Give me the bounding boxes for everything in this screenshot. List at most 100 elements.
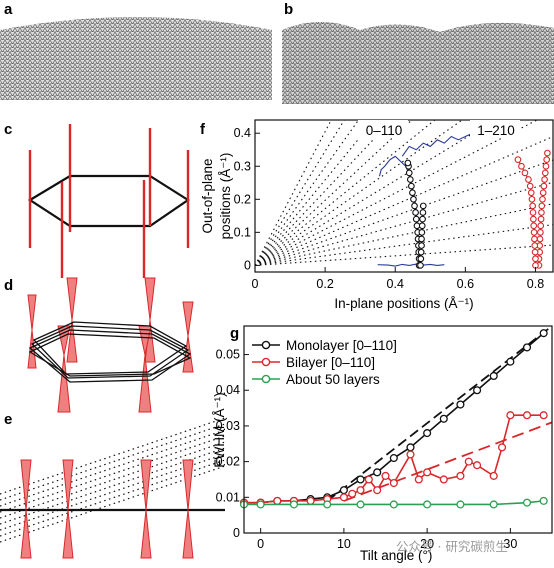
g-point-0-10 xyxy=(406,443,415,452)
f-point-4-6 xyxy=(418,222,426,230)
g-point-1-8 xyxy=(356,486,365,495)
g-point-2-9 xyxy=(522,498,532,507)
g-point-1-10 xyxy=(373,486,382,495)
panel-d-diagram xyxy=(27,277,194,413)
g-point-0-15 xyxy=(489,371,498,381)
f-y-tick-2: 0.2 xyxy=(234,192,251,206)
f-series-line-0 xyxy=(377,263,445,267)
f-point-5-5 xyxy=(537,228,544,236)
f-point-6-16 xyxy=(514,156,522,164)
f-point-5-15 xyxy=(542,162,550,170)
f-point-3-7 xyxy=(412,215,420,223)
g-x-tick-1: 10 xyxy=(337,537,351,551)
f-point-3-9 xyxy=(411,202,418,210)
f-x-ticks: 0 0.2 0.4 0.6 0.8 xyxy=(252,267,544,291)
f-point-6-3 xyxy=(531,242,539,249)
panel-f-chart: 0 0.2 0.4 0.6 0.8 0 0.1 0.2 0.3 0.4 In-plane pos… xyxy=(200,119,554,311)
g-point-2-2 xyxy=(289,500,298,509)
g-point-2-1 xyxy=(256,500,265,509)
f-point-6-10 xyxy=(528,195,536,203)
f-point-6-5 xyxy=(530,228,538,236)
f-point-4-8 xyxy=(419,209,427,216)
g-point-0-12 xyxy=(439,414,448,423)
panel-label-f: f xyxy=(200,121,206,138)
f-y-tick-0: 0 xyxy=(244,258,251,272)
g-y-ticks: 0 0.01 0.02 0.03 0.04 0.05 xyxy=(216,348,249,540)
f-point-3-10 xyxy=(410,195,417,203)
g-point-2-7 xyxy=(456,500,465,509)
g-point-0-13 xyxy=(456,400,465,409)
f-point-4-0 xyxy=(417,262,424,269)
f-point-5-13 xyxy=(541,176,548,183)
g-point-0-14 xyxy=(473,386,482,395)
panel-c-diagram xyxy=(27,124,191,278)
g-point-1-4 xyxy=(306,496,315,505)
g-y-tick-3: 0.03 xyxy=(216,419,240,433)
g-point-1-21 xyxy=(498,443,507,452)
g-series xyxy=(239,325,553,509)
panel-e-diagram xyxy=(0,417,226,559)
g-point-1-14 xyxy=(414,475,423,484)
g-point-1-2 xyxy=(273,496,282,505)
g-point-1-18 xyxy=(464,457,473,466)
g-point-1-22 xyxy=(506,411,515,420)
g-point-2-5 xyxy=(389,500,398,509)
g-point-1-17 xyxy=(456,471,465,480)
f-point-5-8 xyxy=(538,209,545,216)
panel-label-e: e xyxy=(4,411,12,428)
g-y-tick-0: 0 xyxy=(233,526,240,540)
f-point-5-10 xyxy=(539,195,546,203)
f-point-4-9 xyxy=(419,202,427,210)
f-point-5-14 xyxy=(541,169,549,177)
g-x-tick-2: 20 xyxy=(420,537,434,551)
f-frame xyxy=(254,119,554,273)
f-point-6-9 xyxy=(529,202,537,210)
f-point-3-12 xyxy=(408,182,415,190)
g-point-1-15 xyxy=(423,468,432,477)
g-y-tick-5: 0.05 xyxy=(216,348,240,362)
g-point-1-24 xyxy=(539,411,548,420)
f-x-tick-3: 0.6 xyxy=(457,277,474,291)
g-point-2-8 xyxy=(489,500,498,509)
g-point-2-10 xyxy=(539,496,548,505)
g-fit-monolayer xyxy=(326,325,553,502)
panel-label-d: d xyxy=(4,277,13,294)
g-point-0-18 xyxy=(539,329,548,338)
g-point-0-7 xyxy=(356,475,365,484)
g-point-1-12 xyxy=(389,478,398,488)
g-point-1-23 xyxy=(522,411,532,420)
g-x-ticks: 0 10 20 30 xyxy=(257,528,517,551)
f-y-axis-label-2: positions (Å⁻¹) xyxy=(218,153,233,240)
g-x-tick-3: 30 xyxy=(503,537,517,551)
f-point-4-2 xyxy=(417,248,425,256)
f-point-3-8 xyxy=(412,209,419,216)
panel-label-b: b xyxy=(284,1,293,18)
g-legend-50-layers: About 50 layers xyxy=(286,372,380,387)
g-point-1-9 xyxy=(364,475,373,484)
panel-b-lattice xyxy=(282,22,554,104)
f-x-tick-2: 0.4 xyxy=(387,277,404,291)
f-point-6-14 xyxy=(521,169,529,177)
g-point-0-8 xyxy=(373,468,382,477)
g-point-0-11 xyxy=(423,429,432,438)
g-y-tick-2: 0.02 xyxy=(216,455,240,469)
f-point-3-13 xyxy=(406,176,414,183)
g-x-axis-label: Tilt angle (°) xyxy=(360,548,432,563)
f-y-tick-3: 0.3 xyxy=(234,159,251,173)
f-point-6-6 xyxy=(530,222,538,230)
f-point-5-9 xyxy=(538,202,546,210)
f-point-5-6 xyxy=(537,222,545,230)
f-point-3-14 xyxy=(405,169,413,177)
f-y-tick-1: 0.1 xyxy=(234,225,251,239)
f-dotted-fan xyxy=(255,120,553,266)
g-point-0-17 xyxy=(522,343,532,352)
f-point-5-16 xyxy=(543,156,551,164)
watermark: 公众号 · 研究碳煎生 xyxy=(396,539,508,554)
g-y-tick-4: 0.04 xyxy=(216,383,240,397)
f-series xyxy=(377,129,551,269)
g-legend-bilayer: Bilayer [0–110] xyxy=(286,355,375,370)
g-point-2-6 xyxy=(423,500,432,509)
f-x-tick-4: 0.8 xyxy=(527,277,544,291)
g-legend-monolayer: Monolayer [0–110] xyxy=(286,338,397,353)
panel-g-chart: 0 10 20 30 0 0.01 0.02 0.03 0.04 0.05 Tilt angle… xyxy=(212,325,553,563)
